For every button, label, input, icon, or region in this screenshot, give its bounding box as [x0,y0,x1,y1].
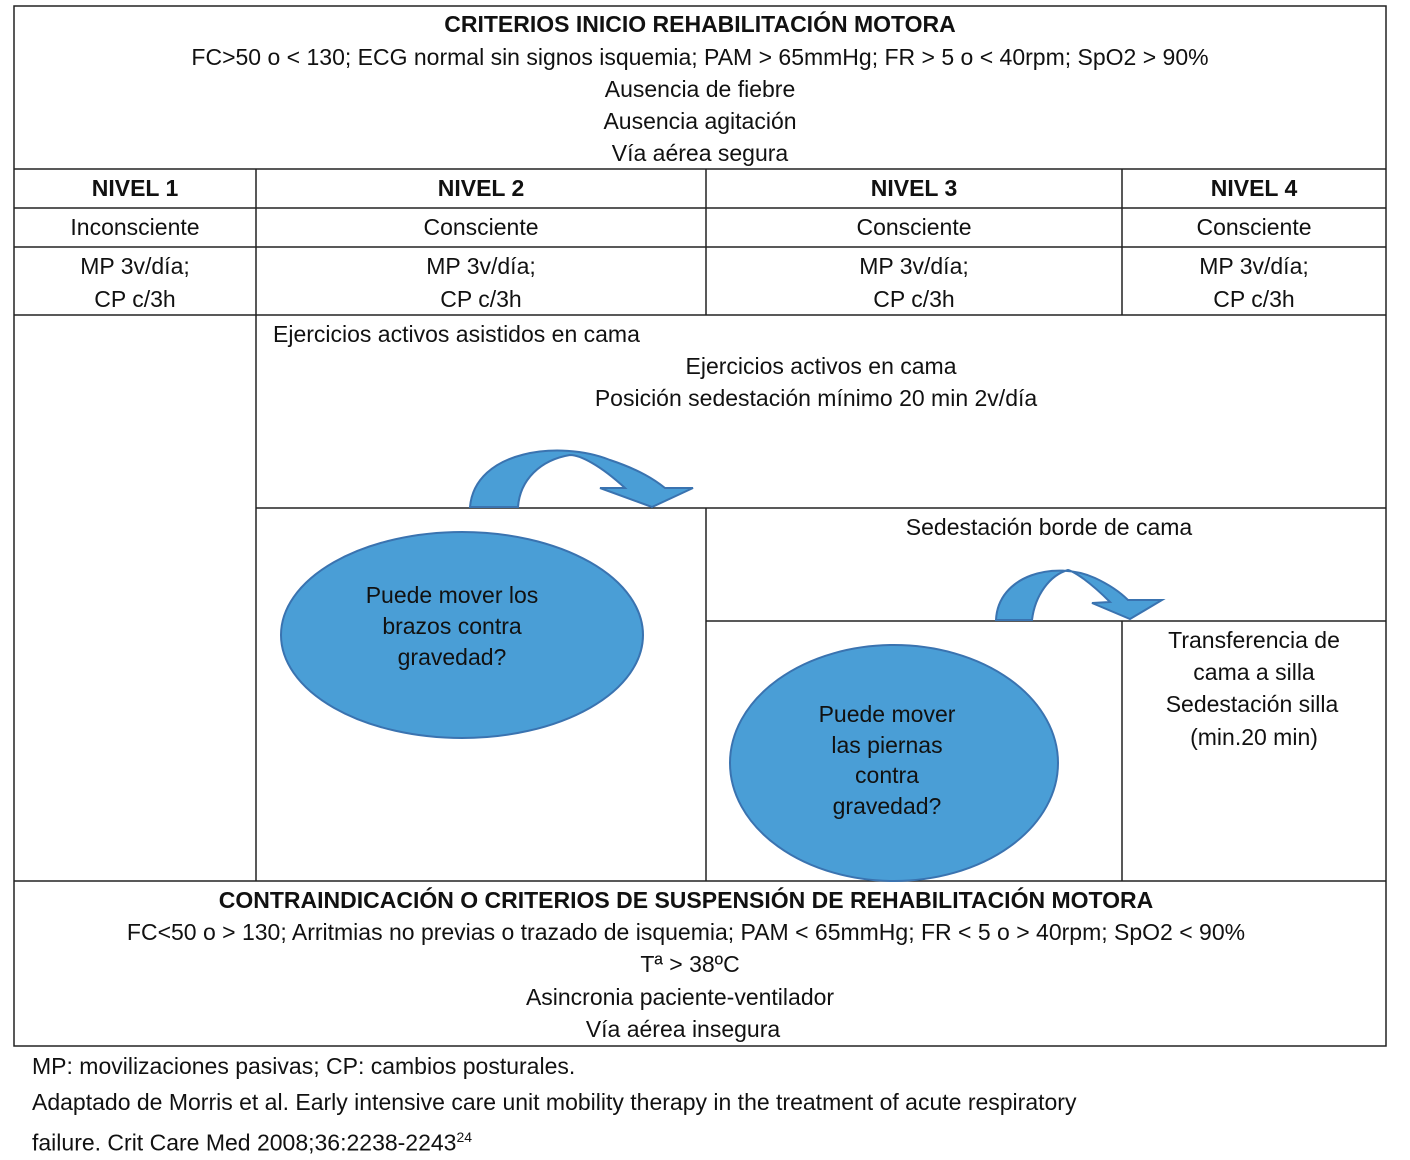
citation: failure. Crit Care Med 2008;36:2238-2243 [32,1129,457,1156]
level-2-care: CP c/3h [440,286,522,312]
transfer-line: Sedestación silla [1165,691,1339,717]
curved-arrow-2 [994,568,1166,621]
start-criteria-line: FC>50 o < 130; ECG normal sin signos isq… [191,44,1209,70]
level-1-care: CP c/3h [94,286,176,312]
level-1-state: Inconsciente [70,214,200,240]
level-4-header: NIVEL 4 [1210,175,1298,201]
level-2-care: MP 3v/día; [426,253,536,279]
question-line: Puede mover [818,701,956,727]
level-3-state: Consciente [856,214,972,240]
question-line: Puede mover los [365,582,539,608]
level-2-header: NIVEL 2 [437,175,525,201]
question-legs-ellipse [729,644,1059,882]
footnote-source-cont: failure. Crit Care Med 2008;36:2238-2243… [32,1121,472,1159]
question-arms-text: Puede mover los brazos contra gravedad? [362,580,542,673]
level-3-care: MP 3v/día; [859,253,969,279]
reference-number: 24 [456,1129,473,1145]
stop-criteria-title: CONTRAINDICACIÓN O CRITERIOS DE SUSPENSI… [218,887,1154,913]
level-1-care: MP 3v/día; [80,253,190,279]
stop-criteria-line: FC<50 o > 130; Arritmias no previas o tr… [126,919,1246,945]
level-4-state: Consciente [1196,214,1312,240]
curved-arrow-1 [468,449,694,509]
active-exercises: Ejercicios activos en cama [685,353,957,379]
level-3-care: CP c/3h [873,286,955,312]
level-4-care: MP 3v/día; [1199,253,1309,279]
question-line: contra [855,762,919,788]
level-3-header: NIVEL 3 [870,175,958,201]
level-4-care: CP c/3h [1213,286,1295,312]
start-criteria-line: Ausencia agitación [603,108,797,134]
question-line: brazos contra [382,613,522,639]
level-1-header: NIVEL 1 [91,175,179,201]
level-2-state: Consciente [423,214,539,240]
question-line: gravedad? [832,792,942,819]
question-line: las piernas [831,731,943,758]
footnote-source: Adaptado de Morris et al. Early intensiv… [32,1089,1077,1115]
stop-criteria-line: Tª > 38ºC [640,951,740,977]
start-criteria-title: CRITERIOS INICIO REHABILITACIÓN MOTORA [444,11,956,37]
edge-sitting: Sedestación borde de cama [905,514,1193,540]
question-legs-text: Puede mover las piernas contra gravedad? [797,699,977,821]
question-line: gravedad? [397,644,507,670]
start-criteria-line: Ausencia de fiebre [604,76,796,102]
stop-criteria-line: Asincronia paciente-ventilador [525,984,835,1010]
question-arms-ellipse [280,531,644,739]
transfer-line: Transferencia de [1168,627,1340,653]
transfer-line: (min.20 min) [1190,724,1318,750]
assisted-exercises: Ejercicios activos asistidos en cama [273,321,640,347]
stop-criteria-line: Vía aérea insegura [585,1016,781,1042]
transfer-line: cama a silla [1193,659,1315,685]
sitting-position: Posición sedestación mínimo 20 min 2v/dí… [594,385,1038,411]
start-criteria-line: Vía aérea segura [611,140,789,166]
footnote-abbrev: MP: movilizaciones pasivas; CP: cambios … [32,1053,576,1079]
